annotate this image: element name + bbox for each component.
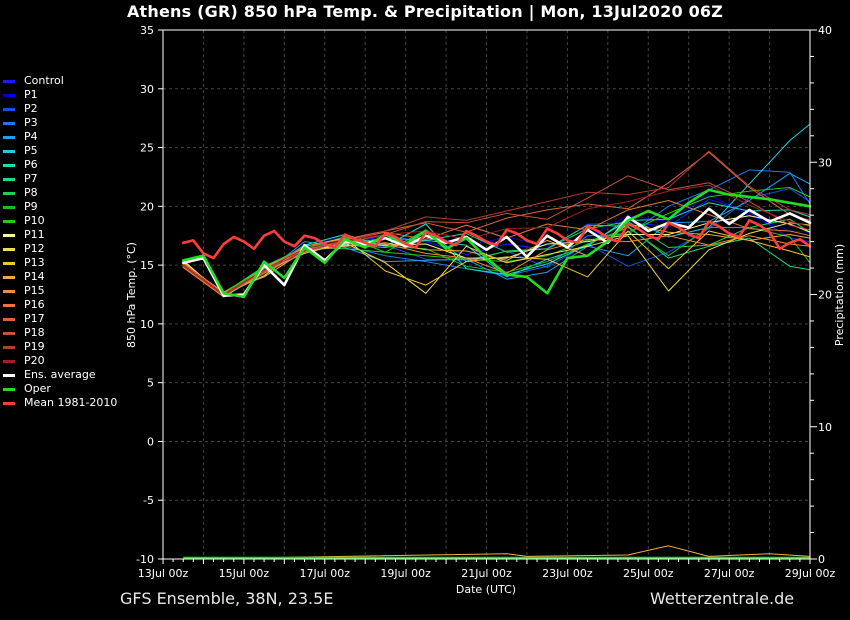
legend-swatch — [3, 108, 15, 111]
y2-tick-label: 30 — [818, 156, 832, 169]
legend-swatch — [3, 94, 15, 97]
x-tick-label: 29Jul 00z — [785, 567, 836, 580]
x-axis-label: Date (UTC) — [456, 583, 516, 596]
y-tick-label: 10 — [140, 318, 154, 331]
series-precipitation — [182, 545, 811, 560]
series-mean-1981-2010 — [181, 219, 812, 260]
x-tick-label: 13Jul 00z — [138, 567, 189, 580]
legend-label: P16 — [24, 298, 45, 311]
series-p4 — [182, 172, 811, 298]
legend-label: P13 — [24, 256, 45, 269]
y2-axis-label: Precipitation (mm) — [833, 244, 846, 346]
legend-swatch — [3, 122, 15, 125]
legend-swatch — [3, 136, 15, 139]
legend-swatch — [3, 234, 15, 237]
page-title: Athens (GR) 850 hPa Temp. & Precipitatio… — [126, 2, 724, 21]
legend-swatch — [3, 346, 15, 349]
legend-label: P7 — [24, 172, 38, 185]
legend-swatch — [3, 248, 15, 251]
y-tick-label: 30 — [140, 83, 154, 96]
legend-label: P8 — [24, 186, 38, 199]
y2-tick-label: 40 — [818, 24, 832, 37]
legend-label: P17 — [24, 312, 45, 325]
legend-swatch — [3, 80, 15, 83]
legend-label: P6 — [24, 158, 38, 171]
legend-swatch — [3, 388, 15, 391]
y2-tick-label: 0 — [818, 553, 825, 566]
x-tick-label: 21Jul 00z — [461, 567, 512, 580]
axes: -10 -5 0 5 10 15 20 25 30 35 0 10 20 30 40 13Jul 00z 15J… — [136, 24, 835, 580]
grid — [163, 30, 810, 559]
legend-label: P11 — [24, 228, 45, 241]
x-tick-label: 15Jul 00z — [219, 567, 270, 580]
y-tick-label: -5 — [143, 494, 154, 507]
legend-swatch — [3, 178, 15, 181]
legend-label: P19 — [24, 340, 45, 353]
y2-tick-label: 10 — [818, 421, 832, 434]
legend-swatch — [3, 402, 15, 405]
legend-swatch — [3, 206, 15, 209]
legend-label: P15 — [24, 284, 45, 297]
legend-label: Oper — [24, 382, 51, 395]
legend-swatch — [3, 318, 15, 321]
y-tick-label: 15 — [140, 259, 154, 272]
x-tick-label: 27Jul 00z — [704, 567, 755, 580]
legend-swatch — [3, 262, 15, 265]
legend-swatch — [3, 164, 15, 167]
legend-label: P18 — [24, 326, 45, 339]
x-tick-label: 25Jul 00z — [623, 567, 674, 580]
y2-tick-label: 20 — [818, 289, 832, 302]
y-tick-label: -10 — [136, 553, 154, 566]
legend-swatch — [3, 276, 15, 279]
legend-label: Ens. average — [24, 368, 96, 381]
legend-swatch — [3, 304, 15, 307]
legend-swatch — [3, 290, 15, 293]
x-tick-label: 19Jul 00z — [380, 567, 431, 580]
legend-swatch — [3, 192, 15, 195]
legend-swatch — [3, 220, 15, 223]
legend-label: Control — [24, 74, 64, 87]
x-tick-label: 23Jul 00z — [542, 567, 593, 580]
legend-label: P20 — [24, 354, 45, 367]
y-axis-label: 850 hPa Temp. (°C) — [125, 242, 138, 348]
legend-label: P2 — [24, 102, 38, 115]
series-oper — [181, 188, 812, 299]
y-tick-label: 0 — [147, 435, 154, 448]
legend-label: P5 — [24, 144, 38, 157]
legend-swatch — [3, 150, 15, 153]
y-tick-label: 35 — [140, 24, 154, 37]
y-tick-label: 25 — [140, 142, 154, 155]
legend-label: Mean 1981-2010 — [24, 396, 118, 409]
series-p17 — [182, 151, 811, 295]
y-tick-label: 5 — [147, 377, 154, 390]
legend-swatch — [3, 360, 15, 363]
model-location-label: GFS Ensemble, 38N, 23.5E — [120, 589, 334, 608]
legend-label: P3 — [24, 116, 38, 129]
series-layer — [181, 123, 812, 560]
legend-label: P1 — [24, 88, 38, 101]
source-label[interactable]: Wetterzentrale.de — [650, 589, 795, 608]
legend-label: P4 — [24, 130, 38, 143]
x-tick-label: 17Jul 00z — [299, 567, 350, 580]
legend-label: P10 — [24, 214, 45, 227]
series-p8 — [182, 218, 811, 295]
legend-label: P9 — [24, 200, 38, 213]
legend-label: P14 — [24, 270, 45, 283]
legend-label: P12 — [24, 242, 45, 255]
legend-swatch — [3, 374, 15, 377]
legend-swatch — [3, 332, 15, 335]
series-p19 — [182, 150, 811, 297]
y-tick-label: 20 — [140, 200, 154, 213]
